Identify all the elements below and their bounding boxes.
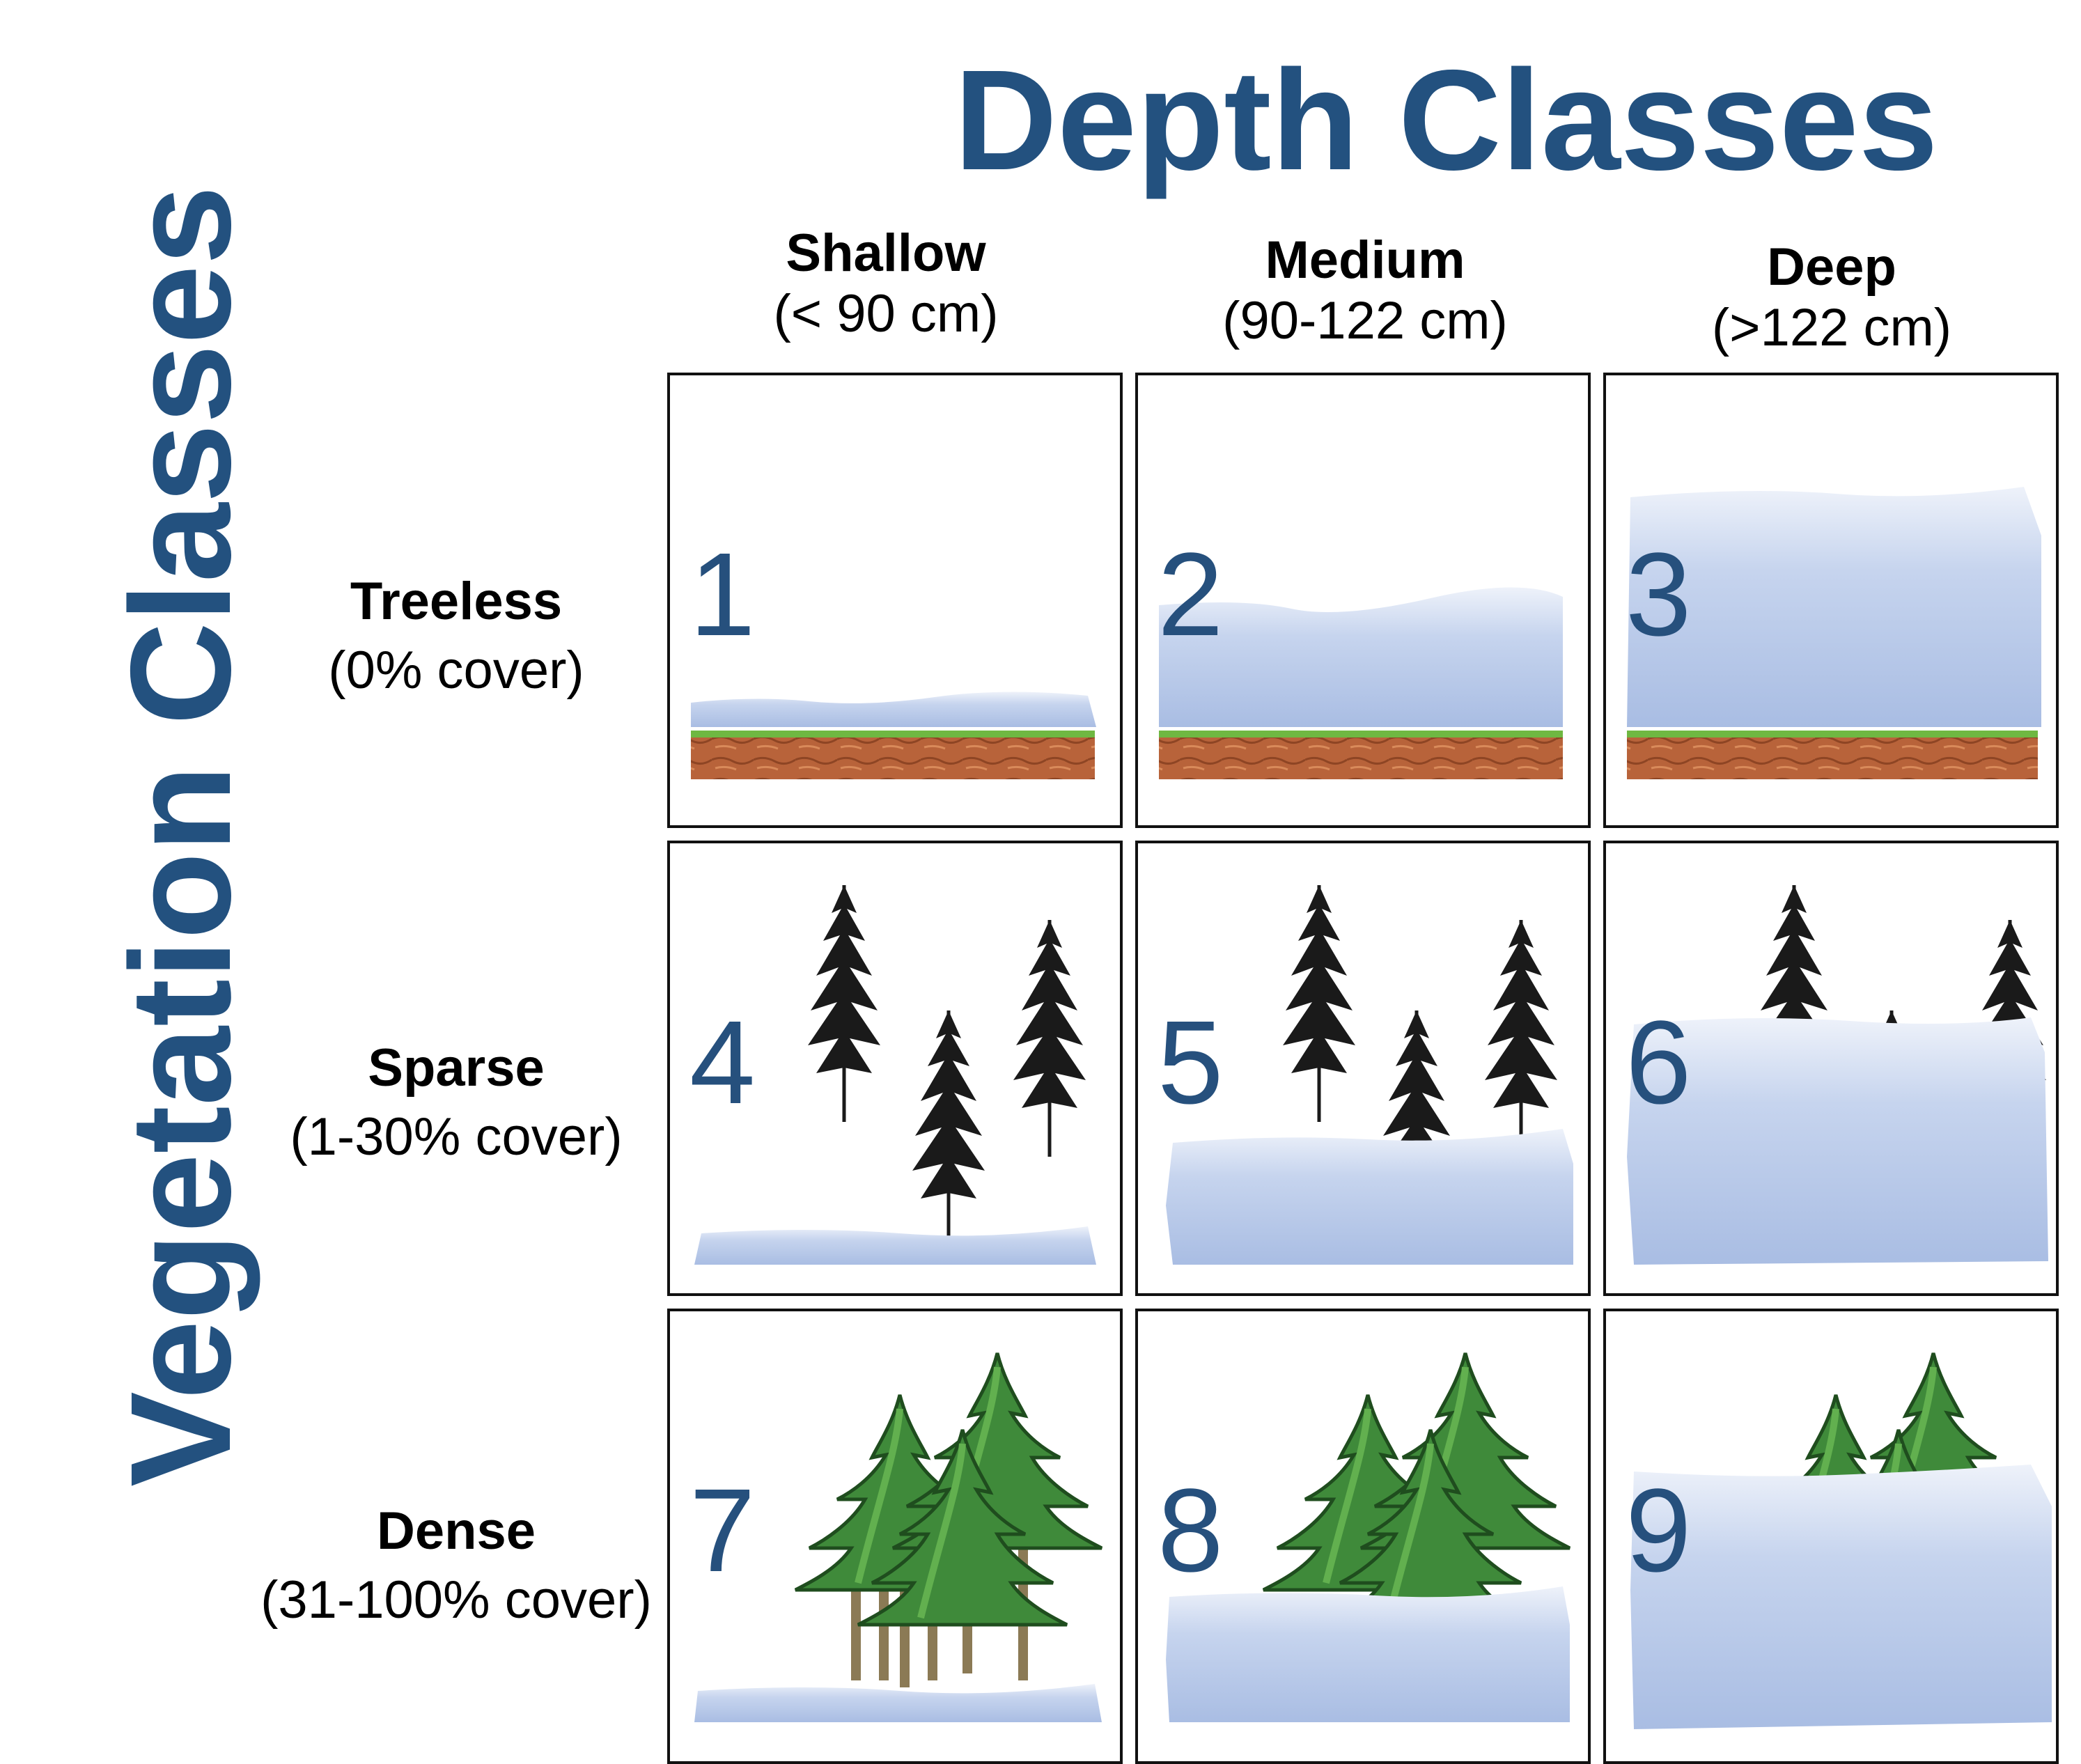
scene-treeless-medium — [1159, 587, 1563, 779]
snow-layer — [1627, 1017, 2048, 1265]
cell-number: 1 — [689, 529, 756, 661]
grass-strip — [1627, 731, 2038, 739]
snow-layer — [1630, 1465, 2052, 1729]
sparse-tree — [912, 1010, 985, 1247]
column-range: (>122 cm) — [1711, 298, 1952, 358]
column-header-deep: Deep (>122 cm) — [1623, 237, 2041, 359]
column-range: (90-122 cm) — [1222, 291, 1508, 351]
snow-layer — [694, 1684, 1102, 1722]
sparse-tree — [808, 885, 880, 1122]
column-header-shallow: Shallow (< 90 cm) — [677, 223, 1095, 345]
row-range: (1-30% cover) — [290, 1107, 623, 1166]
row-header-sparse: Sparse (1-30% cover) — [240, 1034, 672, 1172]
cell-number: 4 — [689, 997, 756, 1129]
cell-number: 6 — [1626, 997, 1692, 1129]
cell-7: 7 — [667, 1309, 1123, 1764]
sparse-tree — [1485, 920, 1557, 1157]
grass-strip — [691, 731, 1095, 739]
cell-number: 7 — [689, 1465, 756, 1597]
snow-layer — [1166, 1586, 1570, 1722]
cell-9: 9 — [1603, 1309, 2059, 1764]
snow-layer — [1166, 1129, 1573, 1265]
row-range: (31-100% cover) — [260, 1570, 652, 1630]
scene-dense-shallow — [694, 1311, 1120, 1722]
scene-treeless-deep — [1627, 487, 2041, 779]
cell-4: 4 — [667, 841, 1123, 1296]
cell-number: 3 — [1626, 529, 1692, 661]
scene-sparse-deep — [1627, 843, 2048, 1265]
sparse-tree — [1283, 885, 1355, 1122]
column-range: (< 90 cm) — [773, 284, 999, 344]
cell-5: 5 — [1135, 841, 1591, 1296]
cell-6: 6 — [1603, 841, 2059, 1296]
column-name: Medium — [1265, 231, 1465, 290]
column-name: Deep — [1767, 237, 1896, 297]
column-header-medium: Medium (90-122 cm) — [1156, 230, 1574, 352]
page-title: Depth Classes — [954, 40, 1938, 200]
row-name: Dense — [376, 1501, 536, 1561]
row-range: (0% cover) — [328, 640, 584, 700]
scene-dense-medium — [1166, 1311, 1588, 1722]
cell-number: 2 — [1158, 529, 1224, 661]
snow-layer — [1627, 487, 2041, 727]
soil-layer — [691, 737, 1095, 779]
scene-dense-deep — [1630, 1311, 2052, 1729]
cell-3: 3 — [1603, 373, 2059, 828]
cell-8: 8 — [1135, 1309, 1591, 1764]
cell-1: 1 — [667, 373, 1123, 828]
soil-layer — [1627, 737, 2038, 779]
scene-sparse-shallow — [694, 843, 1096, 1265]
row-header-dense: Dense (31-100% cover) — [240, 1497, 672, 1635]
sparse-tree — [1013, 920, 1086, 1157]
conifer-grove — [795, 1353, 1102, 1687]
cell-number: 8 — [1158, 1465, 1224, 1597]
cell-number: 5 — [1158, 997, 1224, 1129]
soil-layer — [1159, 737, 1563, 779]
snow-layer — [694, 1226, 1096, 1265]
row-header-treeless: Treeless (0% cover) — [240, 568, 672, 705]
cell-number: 9 — [1626, 1465, 1692, 1597]
scene-treeless-shallow — [691, 692, 1096, 779]
column-name: Shallow — [786, 224, 986, 283]
row-name: Sparse — [368, 1038, 545, 1098]
vertical-title: Vegetation Classes — [101, 185, 260, 1487]
row-name: Treeless — [350, 572, 563, 631]
cell-2: 2 — [1135, 373, 1591, 828]
grass-strip — [1159, 731, 1563, 739]
conifer-grove — [1263, 1353, 1570, 1625]
snow-layer — [1159, 587, 1563, 727]
scene-sparse-medium — [1166, 843, 1573, 1265]
snow-layer — [691, 692, 1096, 727]
